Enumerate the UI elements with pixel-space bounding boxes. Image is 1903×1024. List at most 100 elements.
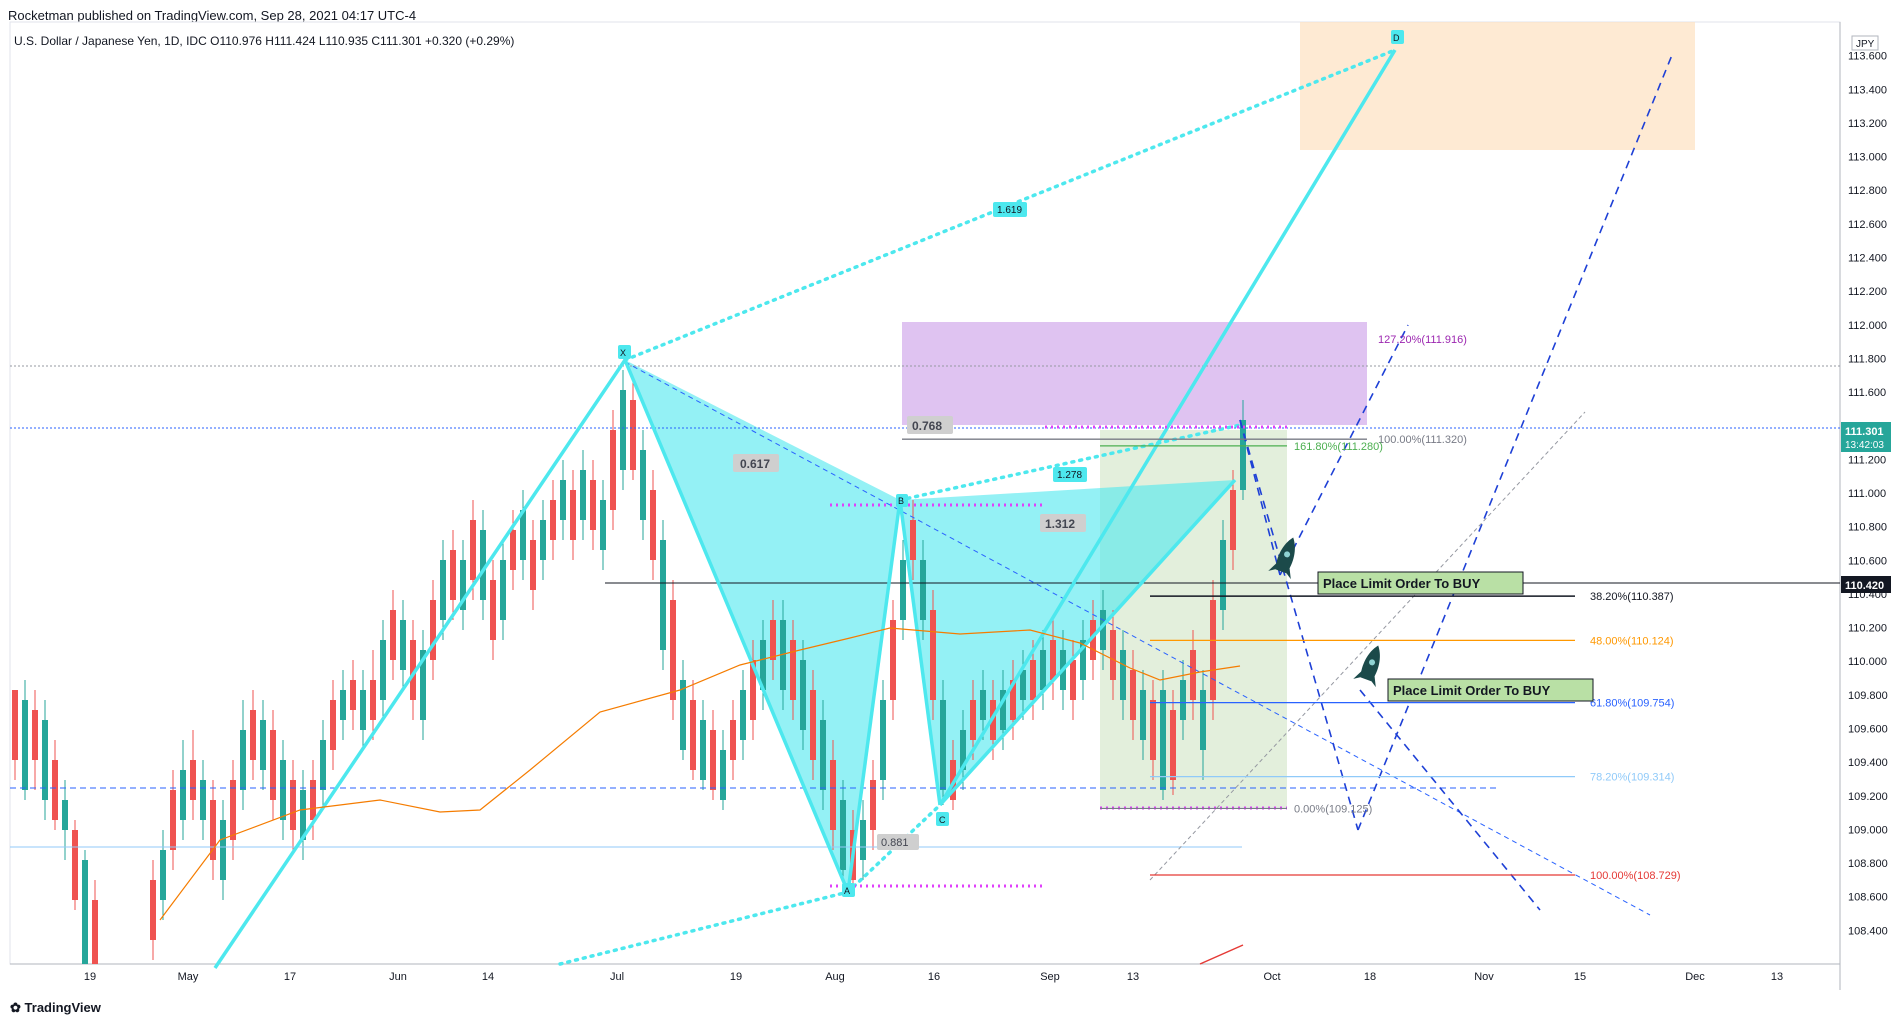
- red-segment: [1199, 944, 1244, 965]
- candle: [1080, 620, 1086, 700]
- rocket-icon: [1268, 537, 1295, 580]
- last-price-badge: 111.301 13:42:03: [1841, 422, 1891, 452]
- candle: [820, 700, 826, 810]
- candle: [650, 470, 656, 580]
- candle: [700, 700, 706, 790]
- candle: [210, 780, 216, 880]
- price-tick-label: 108.600: [1848, 892, 1888, 904]
- price-tick-label: 108.800: [1848, 858, 1888, 870]
- pattern-point-d: D: [1393, 33, 1400, 43]
- ratio-label: 0.881: [881, 837, 909, 849]
- candle: [450, 530, 456, 620]
- time-tick-label: 18: [1364, 971, 1376, 983]
- candle: [380, 620, 386, 720]
- candle: [420, 630, 426, 740]
- time-tick-label: Dec: [1685, 971, 1705, 983]
- tv-icon: ✿: [10, 1000, 21, 1015]
- candle: [1160, 670, 1166, 800]
- tradingview-logo[interactable]: ✿ TradingView: [10, 1000, 101, 1016]
- candle: [200, 760, 206, 840]
- candle: [600, 480, 606, 570]
- target-zone: [1300, 22, 1695, 150]
- candle: [980, 670, 986, 740]
- last-price-countdown: 13:42:03: [1845, 440, 1884, 451]
- candle: [950, 740, 956, 810]
- purple-zone: [902, 322, 1367, 425]
- harmonic-dotted-projection: [558, 890, 850, 966]
- candle: [240, 700, 246, 810]
- price-tick-label: 113.200: [1848, 118, 1887, 130]
- annotation-buy-2-text: Place Limit Order To BUY: [1393, 683, 1551, 698]
- price-tick-label: 109.200: [1848, 791, 1888, 803]
- candle: [690, 680, 696, 780]
- candle: [1200, 670, 1206, 780]
- candle: [220, 800, 226, 900]
- candle: [430, 580, 436, 680]
- time-tick-label: 15: [1574, 971, 1586, 983]
- fib-level-label: 48.00%(110.124): [1590, 635, 1674, 647]
- candle: [1220, 520, 1226, 630]
- rocket-icon: [1353, 645, 1380, 688]
- candle: [800, 640, 806, 750]
- time-tick-label: 14: [482, 971, 494, 983]
- candle: [560, 460, 566, 540]
- candle: [12, 690, 18, 780]
- candle: [960, 710, 966, 790]
- candle: [340, 670, 346, 740]
- candle: [390, 590, 396, 680]
- candle: [1170, 690, 1176, 795]
- time-tick-label: Jun: [389, 971, 407, 983]
- candle: [1180, 660, 1186, 740]
- fib-level-label: 78.20%(109.314): [1590, 772, 1674, 784]
- price-tick-label: 112.400: [1848, 253, 1887, 265]
- candle: [160, 830, 166, 920]
- candle: [880, 680, 886, 800]
- candle: [520, 490, 526, 580]
- candles: [12, 370, 1246, 964]
- pattern-point-c: C: [939, 815, 946, 825]
- candle: [62, 780, 68, 860]
- candle: [630, 380, 636, 480]
- fib-level-label: 61.80%(109.754): [1590, 698, 1674, 710]
- candle: [1130, 650, 1136, 740]
- candle: [480, 510, 486, 620]
- harmonic-dotted-projection: [898, 423, 1242, 502]
- candle: [760, 620, 766, 710]
- price-tick-label: 112.800: [1848, 185, 1887, 197]
- candle: [730, 700, 736, 780]
- annotation-buy-2: Place Limit Order To BUY: [1387, 678, 1594, 702]
- candle: [1050, 620, 1056, 700]
- price-tick-label: 110.200: [1848, 623, 1887, 635]
- projection-path: [1239, 419, 1359, 831]
- harmonic-leg: [898, 499, 942, 806]
- time-tick-label: 17: [284, 971, 296, 983]
- candle: [840, 780, 846, 890]
- candle: [460, 540, 466, 630]
- candle: [1090, 600, 1096, 680]
- price-tick-label: 111.200: [1848, 454, 1886, 466]
- candle: [790, 620, 796, 720]
- candle: [270, 710, 276, 820]
- price-tick-label: 110.000: [1848, 656, 1887, 668]
- ohlc-values: O110.976 H111.424 L110.935 C111.301 +0.3…: [210, 34, 515, 48]
- pattern-point-markers: X A B C D: [618, 30, 1404, 897]
- candle: [310, 760, 316, 840]
- candle: [42, 700, 48, 820]
- candle: [330, 680, 336, 770]
- price-tick-label: 113.000: [1848, 152, 1887, 164]
- candle: [640, 430, 646, 540]
- time-axis: 19 May 17 Jun 14 Jul 19 Aug 16 Sep 13 Oct 18 Nov 15 Dec…: [84, 971, 1783, 983]
- candle: [92, 880, 98, 964]
- time-tick-label: 16: [928, 971, 940, 983]
- time-tick-label: 19: [84, 971, 96, 983]
- candle: [570, 470, 576, 560]
- fib-level-label: 0.00%(109.125): [1294, 803, 1372, 815]
- candle: [660, 520, 666, 670]
- harmonic-leg: [623, 359, 850, 893]
- price-tick-label: 112.600: [1848, 219, 1887, 231]
- tv-logo-text: TradingView: [24, 1000, 101, 1015]
- candle: [680, 660, 686, 760]
- price-tick-label: 109.400: [1848, 757, 1888, 769]
- candle: [1070, 640, 1076, 720]
